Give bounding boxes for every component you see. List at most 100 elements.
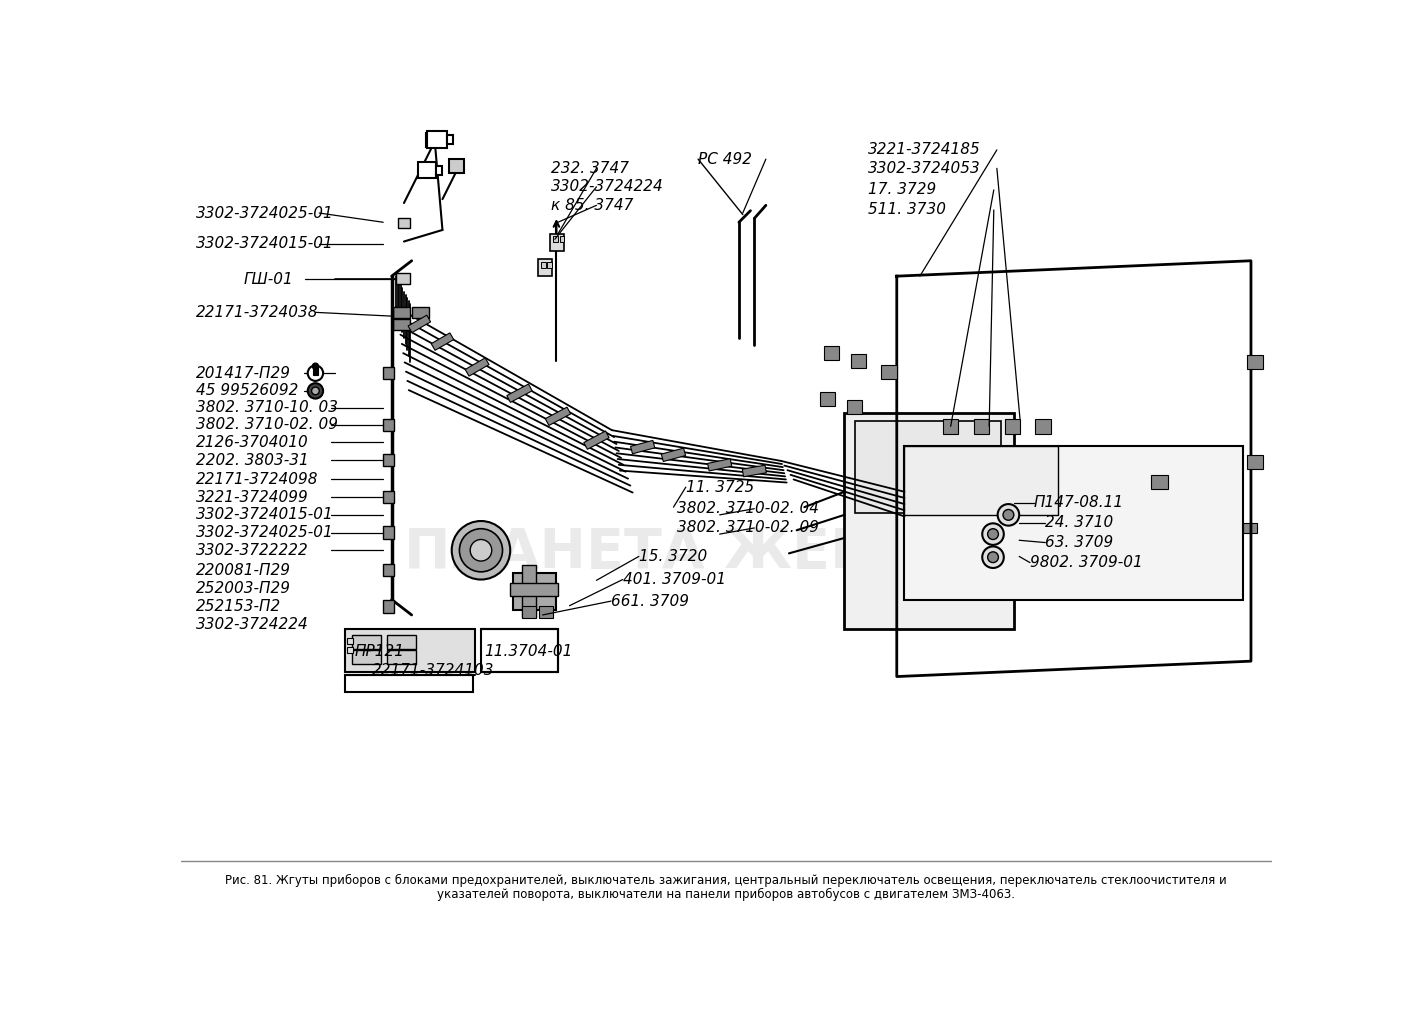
Text: 17. 3729: 17. 3729 — [869, 182, 937, 197]
Bar — [904, 446, 1243, 600]
Bar — [510, 582, 558, 597]
Circle shape — [1003, 509, 1013, 520]
Bar — [383, 601, 394, 613]
Bar — [383, 454, 394, 466]
Bar — [538, 606, 553, 618]
Text: 252003-П29: 252003-П29 — [196, 581, 290, 597]
Text: 11. 3725: 11. 3725 — [686, 479, 754, 495]
Bar — [351, 635, 381, 648]
Text: 220081-П29: 220081-П29 — [196, 563, 290, 578]
Bar — [507, 384, 533, 402]
Text: к 85. 3747: к 85. 3747 — [551, 197, 633, 213]
Bar — [707, 459, 731, 471]
Bar — [346, 675, 473, 692]
Bar — [850, 354, 866, 367]
Bar — [662, 448, 686, 461]
Text: 3302-3724025-01: 3302-3724025-01 — [196, 206, 334, 221]
Bar — [393, 307, 410, 318]
Bar — [973, 418, 989, 434]
Text: 9802. 3709-01: 9802. 3709-01 — [1030, 555, 1142, 570]
Text: 3302-3724015-01: 3302-3724015-01 — [196, 236, 334, 251]
Text: 45 99526092: 45 99526092 — [196, 384, 299, 398]
Bar — [631, 441, 655, 454]
Text: 2126-3704010: 2126-3704010 — [196, 435, 309, 450]
Bar — [1017, 470, 1032, 483]
Bar — [418, 162, 436, 177]
Bar — [513, 572, 555, 610]
Text: 24. 3710: 24. 3710 — [1046, 515, 1114, 530]
Text: 401. 3709-01: 401. 3709-01 — [622, 572, 726, 587]
Bar — [521, 606, 536, 618]
Bar — [427, 131, 448, 149]
Bar — [521, 565, 536, 617]
Bar — [1247, 455, 1263, 468]
Bar — [1247, 354, 1263, 369]
Text: 201417-П29: 201417-П29 — [196, 365, 290, 381]
Text: 3802. 3710-10. 03: 3802. 3710-10. 03 — [196, 400, 339, 415]
Text: 661. 3709: 661. 3709 — [611, 593, 689, 609]
Bar — [847, 400, 862, 414]
Bar — [383, 491, 394, 503]
Text: 22171-3724038: 22171-3724038 — [196, 304, 319, 320]
Bar — [1034, 500, 1049, 512]
Text: 63. 3709: 63. 3709 — [1046, 535, 1114, 550]
Bar — [431, 333, 453, 350]
Bar — [1013, 449, 1036, 519]
Circle shape — [988, 552, 999, 563]
Bar — [408, 316, 431, 333]
Bar — [449, 159, 463, 173]
Bar — [547, 263, 551, 269]
Text: 232. 3747: 232. 3747 — [551, 161, 629, 176]
Text: 3302-3724224: 3302-3724224 — [551, 179, 663, 194]
Circle shape — [452, 521, 510, 579]
Circle shape — [988, 528, 999, 540]
Text: П147-08.11: П147-08.11 — [1034, 495, 1124, 510]
Bar — [1005, 418, 1020, 434]
Text: ПЛАНЕТА ЖЕВАКА: ПЛАНЕТА ЖЕВАКА — [404, 526, 1005, 580]
Text: 3302-3724025-01: 3302-3724025-01 — [196, 525, 334, 541]
Bar — [845, 413, 1013, 629]
Bar — [425, 133, 442, 147]
Text: 3302-3724053: 3302-3724053 — [869, 161, 981, 176]
Bar — [881, 365, 897, 380]
Bar — [560, 236, 564, 242]
Circle shape — [982, 523, 1003, 545]
Circle shape — [998, 504, 1019, 525]
Bar — [1243, 522, 1257, 533]
Text: 3802. 3710-02. 09: 3802. 3710-02. 09 — [196, 417, 339, 433]
Bar — [448, 135, 453, 145]
Bar — [351, 651, 381, 664]
Circle shape — [312, 387, 319, 395]
Text: 3221-3724185: 3221-3724185 — [869, 143, 981, 158]
Text: 3802. 3710-02. 04: 3802. 3710-02. 04 — [677, 501, 819, 516]
Bar — [387, 635, 417, 648]
Bar — [546, 407, 571, 426]
Bar — [398, 218, 410, 228]
Circle shape — [307, 365, 323, 381]
Text: 511. 3730: 511. 3730 — [869, 203, 947, 218]
Bar — [1017, 504, 1032, 516]
Text: Рис. 81. Жгуты приборов с блоками предохранителей, выключатель зажигания, центра: Рис. 81. Жгуты приборов с блоками предох… — [225, 874, 1227, 887]
Text: 15. 3720: 15. 3720 — [639, 549, 707, 564]
Bar — [1017, 453, 1032, 465]
Bar — [397, 273, 410, 284]
Circle shape — [307, 383, 323, 399]
Bar — [538, 260, 551, 276]
Bar — [347, 638, 353, 644]
Text: указателей поворота, выключатели на панели приборов автобусов с двигателем ЗМЗ-4: указателей поворота, выключатели на пане… — [436, 888, 1015, 901]
Circle shape — [982, 547, 1003, 568]
Bar — [1017, 488, 1032, 500]
Bar — [550, 234, 564, 250]
Bar — [541, 263, 546, 269]
Bar — [1151, 474, 1168, 489]
Text: 3302-3722222: 3302-3722222 — [196, 543, 309, 558]
Text: 22171-3724103: 22171-3724103 — [373, 663, 495, 678]
Bar — [743, 465, 767, 476]
Text: 252153-П2: 252153-П2 — [196, 599, 282, 614]
Circle shape — [459, 528, 503, 572]
Bar — [554, 236, 558, 242]
Bar — [412, 307, 428, 318]
Bar — [904, 446, 1058, 515]
Circle shape — [312, 363, 319, 370]
Bar — [383, 418, 394, 431]
